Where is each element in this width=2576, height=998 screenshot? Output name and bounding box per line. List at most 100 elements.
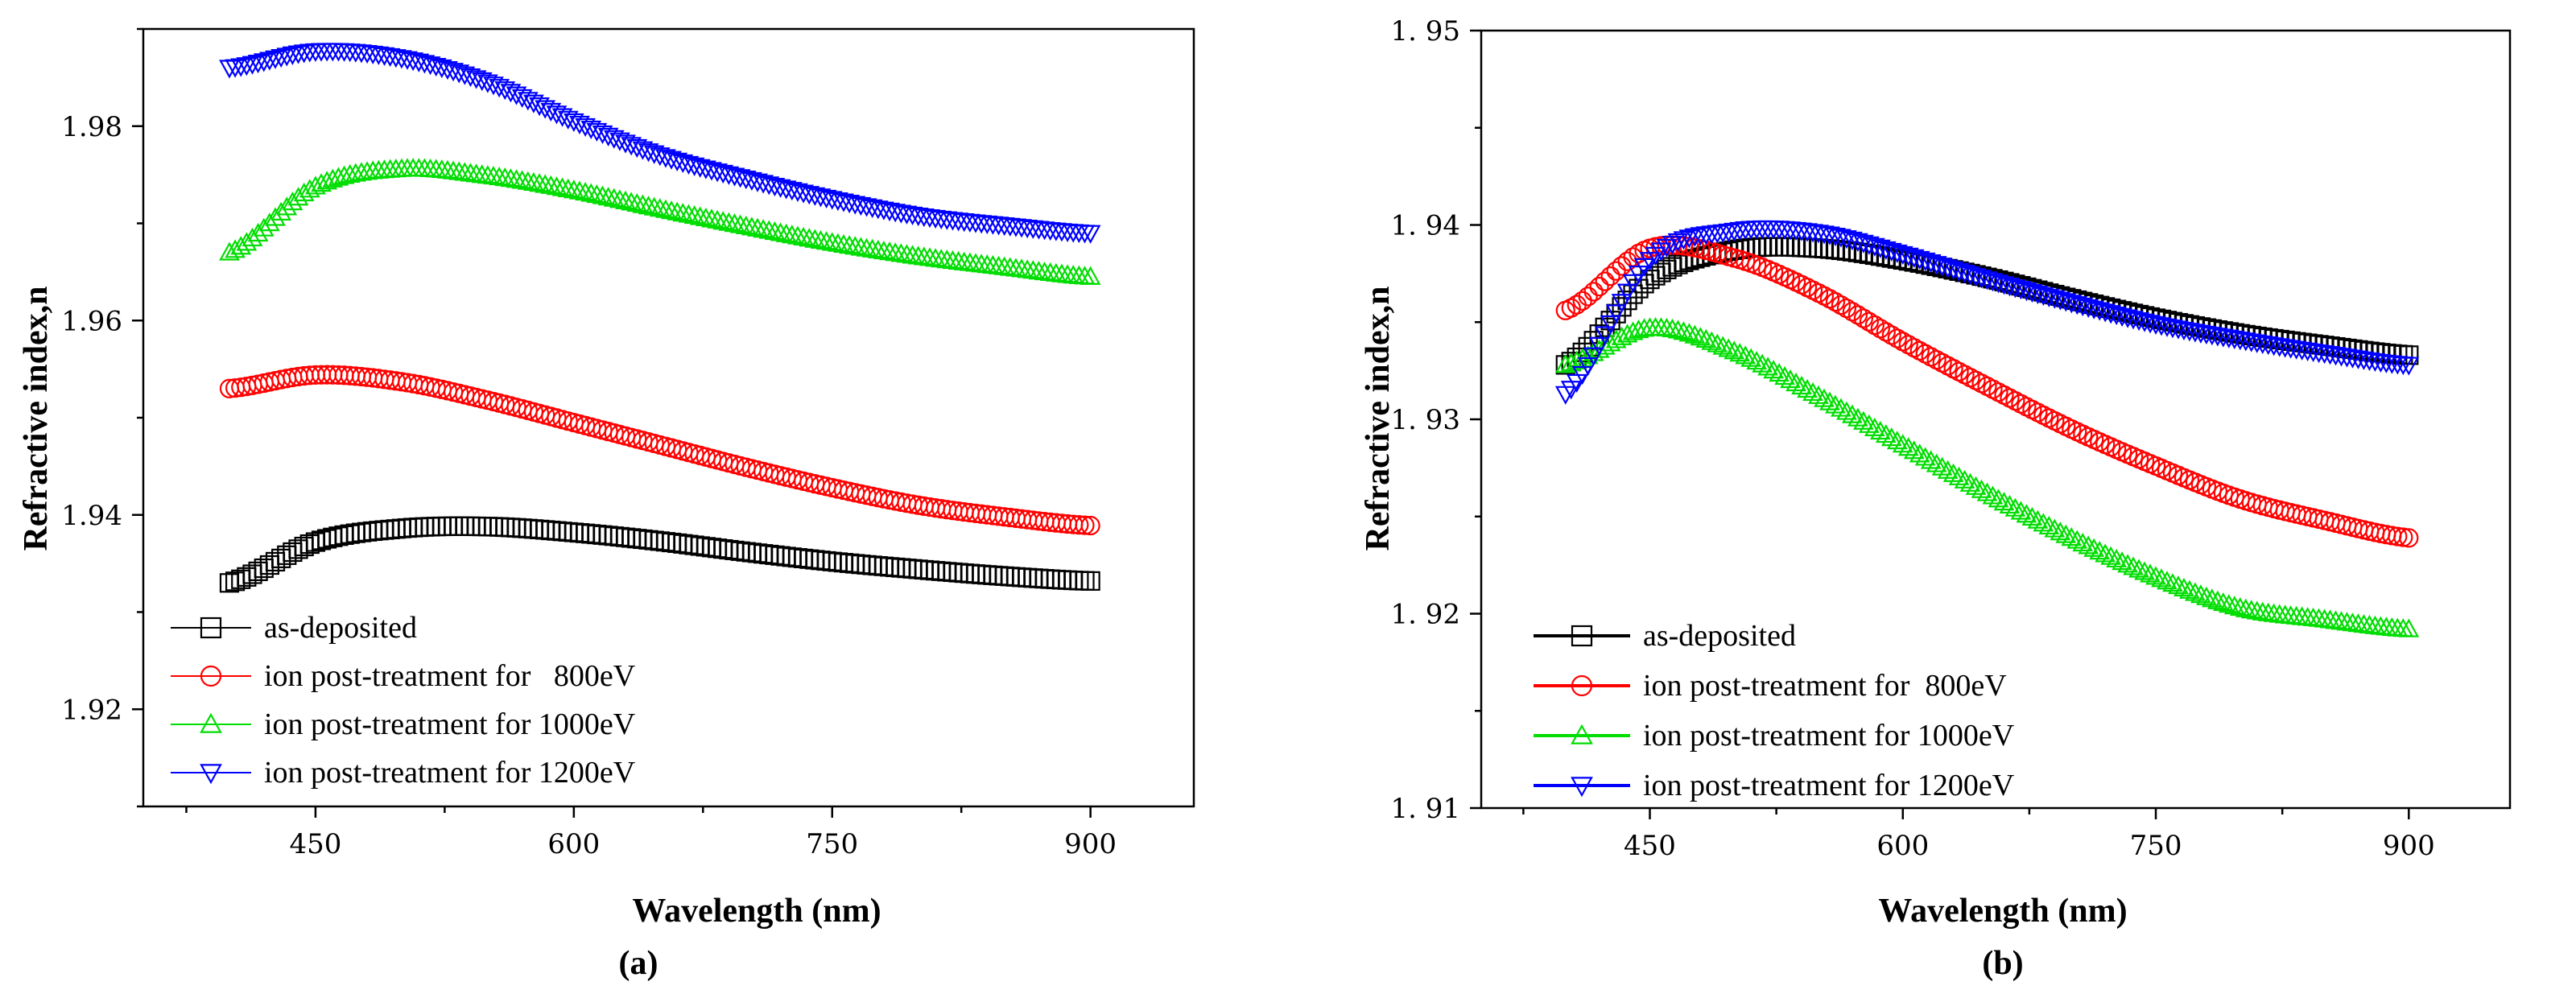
x-tick-label: 900 xyxy=(2383,830,2435,862)
data-point xyxy=(765,545,785,565)
series-3 xyxy=(1554,220,2420,405)
data-point xyxy=(1870,319,1890,339)
data-point xyxy=(581,524,601,544)
data-point xyxy=(1836,401,1857,420)
data-point xyxy=(351,522,372,542)
data-point xyxy=(2268,338,2290,357)
data-point xyxy=(1758,237,1778,257)
data-point xyxy=(540,175,562,194)
data-point xyxy=(850,237,872,256)
data-point xyxy=(374,47,395,66)
data-point xyxy=(2201,588,2223,608)
data-point xyxy=(1577,345,1599,365)
data-point xyxy=(833,193,854,212)
data-point xyxy=(541,520,561,541)
data-point xyxy=(592,525,613,545)
data-point xyxy=(2342,349,2363,369)
data-point xyxy=(2240,600,2262,619)
data-point xyxy=(1875,423,1897,443)
data-point xyxy=(758,220,780,239)
data-point xyxy=(799,228,820,247)
data-point xyxy=(724,213,745,233)
data-point xyxy=(575,523,596,543)
data-point xyxy=(2229,332,2251,351)
data-point xyxy=(1774,365,1795,386)
data-point xyxy=(861,199,883,218)
data-point xyxy=(1724,340,1745,360)
data-point xyxy=(397,518,418,538)
data-point xyxy=(1040,569,1060,589)
data-point xyxy=(844,196,866,215)
data-point xyxy=(643,196,665,216)
data-point xyxy=(363,521,383,542)
data-point xyxy=(253,53,275,72)
data-point xyxy=(828,552,848,572)
data-point xyxy=(799,549,819,569)
data-point xyxy=(1662,318,1683,338)
panel-b: 450 600 750 900 1. 91 1. 92 1. 93 1. 94 1. 95 Wav… xyxy=(1360,15,2512,982)
data-point xyxy=(2393,527,2413,547)
data-point xyxy=(2100,546,2122,565)
data-point xyxy=(708,538,728,559)
data-point xyxy=(633,529,653,550)
data-point xyxy=(914,559,934,580)
data-point xyxy=(1853,410,1874,430)
data-point xyxy=(1678,229,1700,249)
data-point xyxy=(839,194,861,214)
data-point xyxy=(2196,586,2217,605)
data-point xyxy=(994,566,1014,586)
data-point xyxy=(529,519,550,539)
data-point xyxy=(627,529,647,549)
data-point xyxy=(1842,302,1863,322)
legend-item: ion post-treatment for 1000eV xyxy=(171,707,636,741)
data-point xyxy=(569,180,590,200)
data-point xyxy=(2185,582,2206,601)
data-point xyxy=(867,239,889,259)
data-point xyxy=(2044,518,2066,538)
data-point xyxy=(1808,385,1829,404)
series-1 xyxy=(219,365,1100,536)
x-tick-label: 600 xyxy=(547,828,600,860)
data-point xyxy=(736,542,756,562)
legend-label: ion post-treatment for 1000eV xyxy=(1643,719,2015,753)
data-point xyxy=(426,517,446,537)
data-point xyxy=(764,221,786,241)
data-point xyxy=(672,203,694,222)
data-point xyxy=(403,518,423,538)
data-point xyxy=(2388,526,2408,546)
data-point xyxy=(758,176,780,196)
data-point xyxy=(333,165,355,184)
data-point xyxy=(2398,618,2420,637)
data-point xyxy=(1859,311,1879,332)
data-point xyxy=(1982,485,2004,505)
data-point xyxy=(1673,231,1695,250)
data-point xyxy=(1881,325,1901,345)
data-point xyxy=(2112,551,2133,571)
data-point xyxy=(409,517,429,538)
data-point xyxy=(1616,283,1638,303)
data-point xyxy=(529,173,550,192)
data-point xyxy=(1589,277,1609,297)
data-point xyxy=(701,538,722,558)
data-point xyxy=(557,178,579,197)
data-point xyxy=(879,557,900,577)
data-point xyxy=(1594,326,1616,345)
data-point xyxy=(707,209,728,229)
data-point xyxy=(1948,466,1970,485)
data-point xyxy=(2235,332,2256,352)
data-point xyxy=(2179,579,2200,599)
data-point xyxy=(724,540,745,561)
data-point xyxy=(1678,323,1700,342)
y-tick-label: 1. 95 xyxy=(1390,15,1460,47)
data-point xyxy=(1667,320,1689,339)
data-point xyxy=(891,558,911,578)
data-point xyxy=(259,555,279,575)
data-point xyxy=(2257,336,2279,356)
data-point xyxy=(1819,391,1840,410)
data-point xyxy=(437,516,458,536)
data-point xyxy=(805,550,825,570)
data-point xyxy=(1673,321,1695,340)
data-point xyxy=(821,232,843,251)
data-point xyxy=(564,522,584,542)
y-axis-title: Refractive index,n xyxy=(1360,287,1397,551)
